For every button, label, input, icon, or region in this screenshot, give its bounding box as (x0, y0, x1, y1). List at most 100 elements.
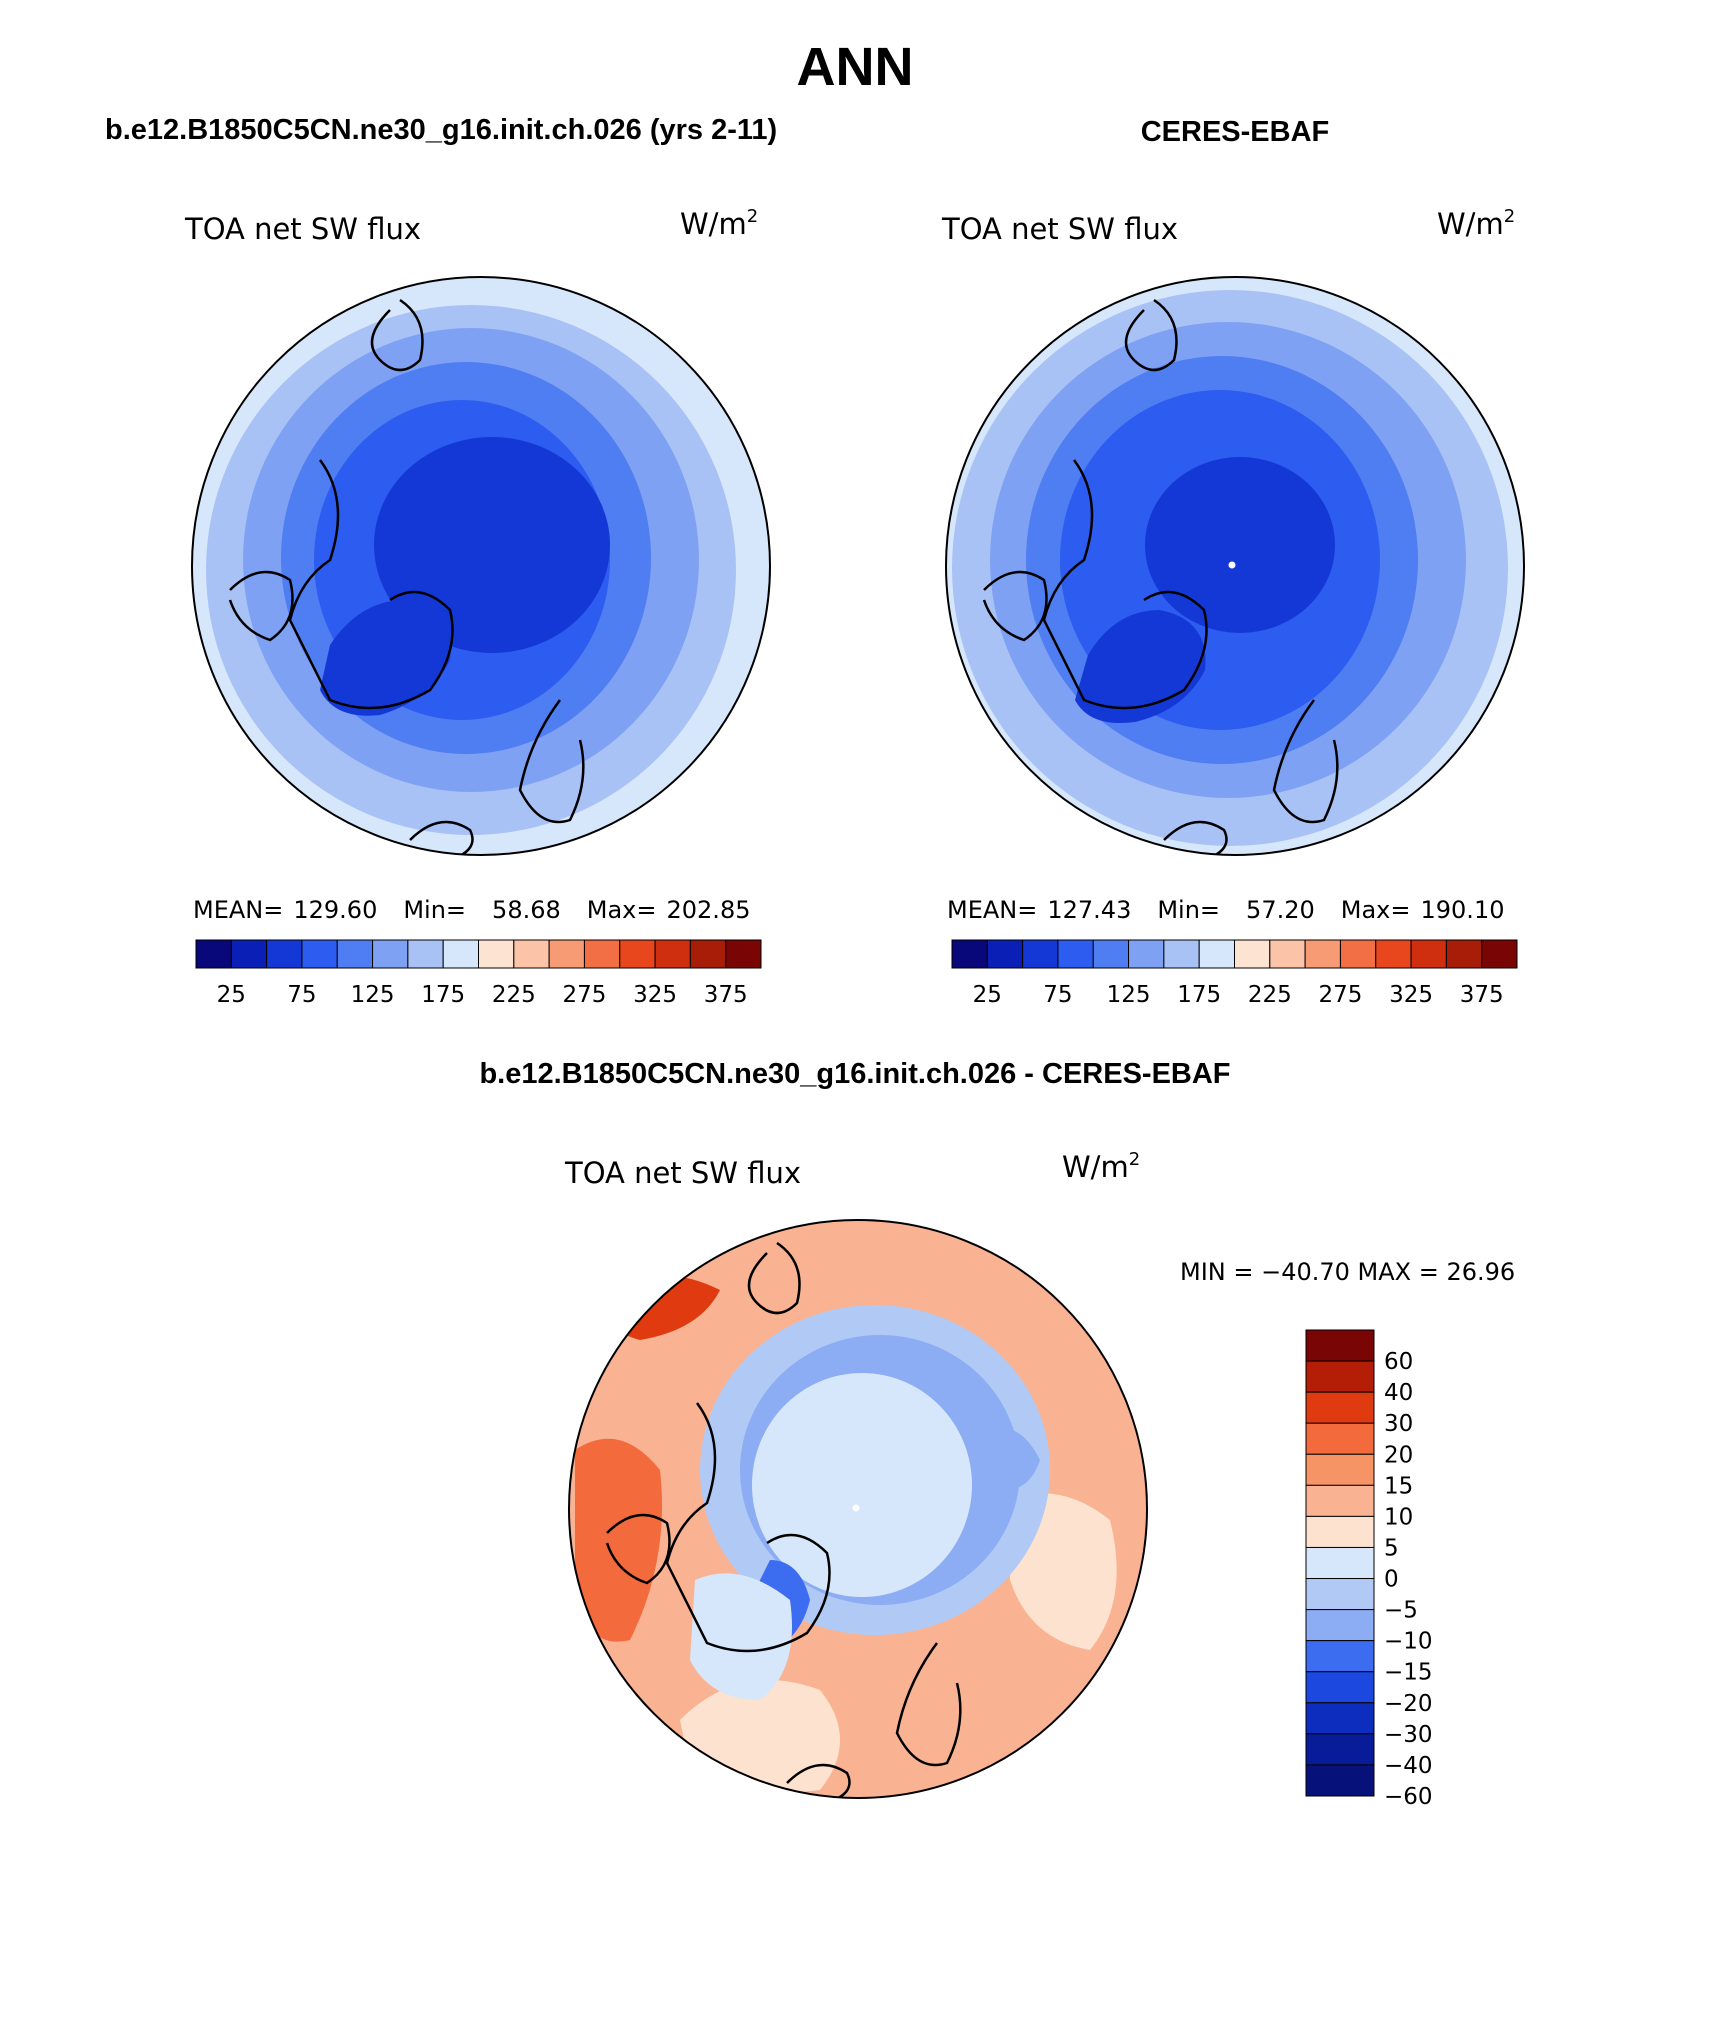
colorbar-swatch (1305, 1484, 1375, 1517)
colorbar-swatch (1022, 939, 1059, 969)
colorbar-tick-label: 275 (1318, 982, 1362, 1008)
colorbar-tick-label: −20 (1384, 1691, 1433, 1717)
colorbar-swatch (407, 939, 444, 969)
map-band-75 (374, 437, 610, 653)
colorbar-swatch (1305, 1640, 1375, 1673)
map-patch-pos-west (575, 1438, 662, 1642)
colorbar-tick-label: 325 (633, 982, 677, 1008)
colorbar-tick-label: −40 (1384, 1753, 1433, 1779)
colorbar-swatch (986, 939, 1024, 969)
coastlines-model (228, 298, 585, 855)
colorbar-swatch (1305, 1609, 1375, 1642)
map-patch-neg-5-greenland (690, 1573, 792, 1700)
map-pole-gap (1228, 561, 1236, 569)
colorbar-obs (951, 939, 1518, 969)
colorbar-labels-model: 25 75 125 175 225 275 325 375 (217, 982, 748, 1008)
colorbar-tick-label: −5 (1384, 1598, 1418, 1624)
colorbar-swatch (1304, 939, 1341, 969)
colorbar-swatch (1410, 939, 1447, 969)
colorbar-swatch (1128, 939, 1165, 969)
colorbar-model (195, 939, 762, 969)
colorbar-swatch (1305, 1515, 1375, 1548)
coastlines-obs (982, 298, 1339, 855)
colorbar-tick-label: −15 (1384, 1660, 1433, 1686)
colorbar-labels-obs: 25 75 125 175 225 275 325 375 (973, 982, 1504, 1008)
colorbar-swatch (548, 939, 585, 969)
colorbar-swatch (583, 939, 621, 969)
colorbar-swatch (1339, 939, 1377, 969)
colorbar-swatch (1305, 1578, 1375, 1611)
variable-label-difference: TOA net SW flux (564, 1156, 801, 1190)
colorbar-swatch (442, 939, 479, 969)
panel-difference: b.e12.B1850C5CN.ne30_g16.init.ch.026 - C… (479, 1058, 1515, 1810)
map-boundary-obs (945, 276, 1525, 856)
colorbar-tick-label: 275 (562, 982, 606, 1008)
colorbar-swatch (1305, 1702, 1375, 1735)
polar-map-difference (569, 1220, 1147, 1798)
colorbar-tick-label: 25 (217, 982, 246, 1008)
colorbar-tick-label: 30 (1384, 1411, 1413, 1437)
colorbar-swatch (478, 939, 515, 969)
colorbar-swatch (1163, 939, 1200, 969)
colorbar-swatch (230, 939, 268, 969)
colorbar-swatch (1375, 939, 1412, 969)
colorbar-tick-label: 0 (1384, 1567, 1399, 1593)
colorbar-swatch (1305, 1764, 1375, 1797)
main-title: ANN (797, 37, 914, 97)
colorbar-tick-label: 225 (1248, 982, 1292, 1008)
colorbar-tick-label: 225 (492, 982, 536, 1008)
coastlines-difference (605, 1241, 962, 1798)
colorbar-tick-label: 175 (421, 982, 465, 1008)
colorbar-tick-label: 75 (1043, 982, 1072, 1008)
colorbar-tick-label: 15 (1384, 1473, 1413, 1499)
colorbar-labels-difference: 60 40 30 20 15 10 5 0 −5 −10 −15 −20 −30 −40 −60 (1384, 1349, 1433, 1810)
colorbar-tick-label: 375 (1460, 982, 1504, 1008)
colorbar-swatch (654, 939, 691, 969)
colorbar-tick-label: 175 (1177, 982, 1221, 1008)
variable-label-model: TOA net SW flux (184, 212, 421, 246)
colorbar-tick-label: 125 (1107, 982, 1151, 1008)
units-label-model: W/m2 (680, 206, 758, 241)
colorbar-tick-label: 5 (1384, 1535, 1399, 1561)
colorbar-tick-label: −30 (1384, 1722, 1433, 1748)
colorbar-tick-label: 20 (1384, 1442, 1413, 1468)
colorbar-swatch (1305, 1453, 1375, 1486)
map-boundary-model (191, 276, 771, 856)
colorbar-tick-label: 25 (973, 982, 1002, 1008)
variable-label-obs: TOA net SW flux (941, 212, 1178, 246)
colorbar-tick-label: 40 (1384, 1380, 1413, 1406)
colorbar-swatch (1234, 939, 1271, 969)
colorbar-swatch (1305, 1422, 1375, 1455)
colorbar-tick-label: 375 (704, 982, 748, 1008)
units-label-difference: W/m2 (1062, 1149, 1140, 1184)
colorbar-tick-label: 325 (1389, 982, 1433, 1008)
colorbar-swatch (1481, 939, 1518, 969)
colorbar-swatch (1198, 939, 1235, 969)
colorbar-swatch (1305, 1671, 1375, 1704)
colorbar-swatch (619, 939, 656, 969)
panel-obs: CERES-EBAF TOA net SW flux W/m2 MEAN= 127… (941, 116, 1525, 1008)
colorbar-swatch (372, 939, 409, 969)
map-band-neg-5 (752, 1373, 972, 1597)
colorbar-swatch (1305, 1391, 1375, 1424)
colorbar-swatch (1305, 1546, 1375, 1580)
colorbar-tick-label: −60 (1384, 1784, 1433, 1810)
polar-map-obs (946, 277, 1524, 855)
colorbar-swatch (1445, 939, 1483, 969)
stats-model: MEAN= 129.60 Min= 58.68 Max= 202.85 (193, 896, 750, 924)
case-title-difference: b.e12.B1850C5CN.ne30_g16.init.ch.026 - C… (479, 1058, 1230, 1090)
map-boundary-difference (568, 1219, 1148, 1799)
colorbar-swatch (951, 939, 988, 969)
colorbar-swatch (301, 939, 338, 969)
case-title-obs: CERES-EBAF (1141, 116, 1330, 148)
colorbar-tick-label: 125 (351, 982, 395, 1008)
colorbar-tick-label: 75 (287, 982, 316, 1008)
colorbar-swatch (1305, 1733, 1375, 1766)
map-patch-neg-east (989, 1428, 1040, 1490)
colorbar-swatch (195, 939, 232, 969)
polar-map-model (192, 277, 770, 855)
colorbar-swatch (513, 939, 550, 969)
map-greenland (320, 600, 451, 716)
difference-minmax: MIN = −40.70 MAX = 26.96 (1180, 1258, 1515, 1286)
colorbar-swatch (1057, 939, 1094, 969)
